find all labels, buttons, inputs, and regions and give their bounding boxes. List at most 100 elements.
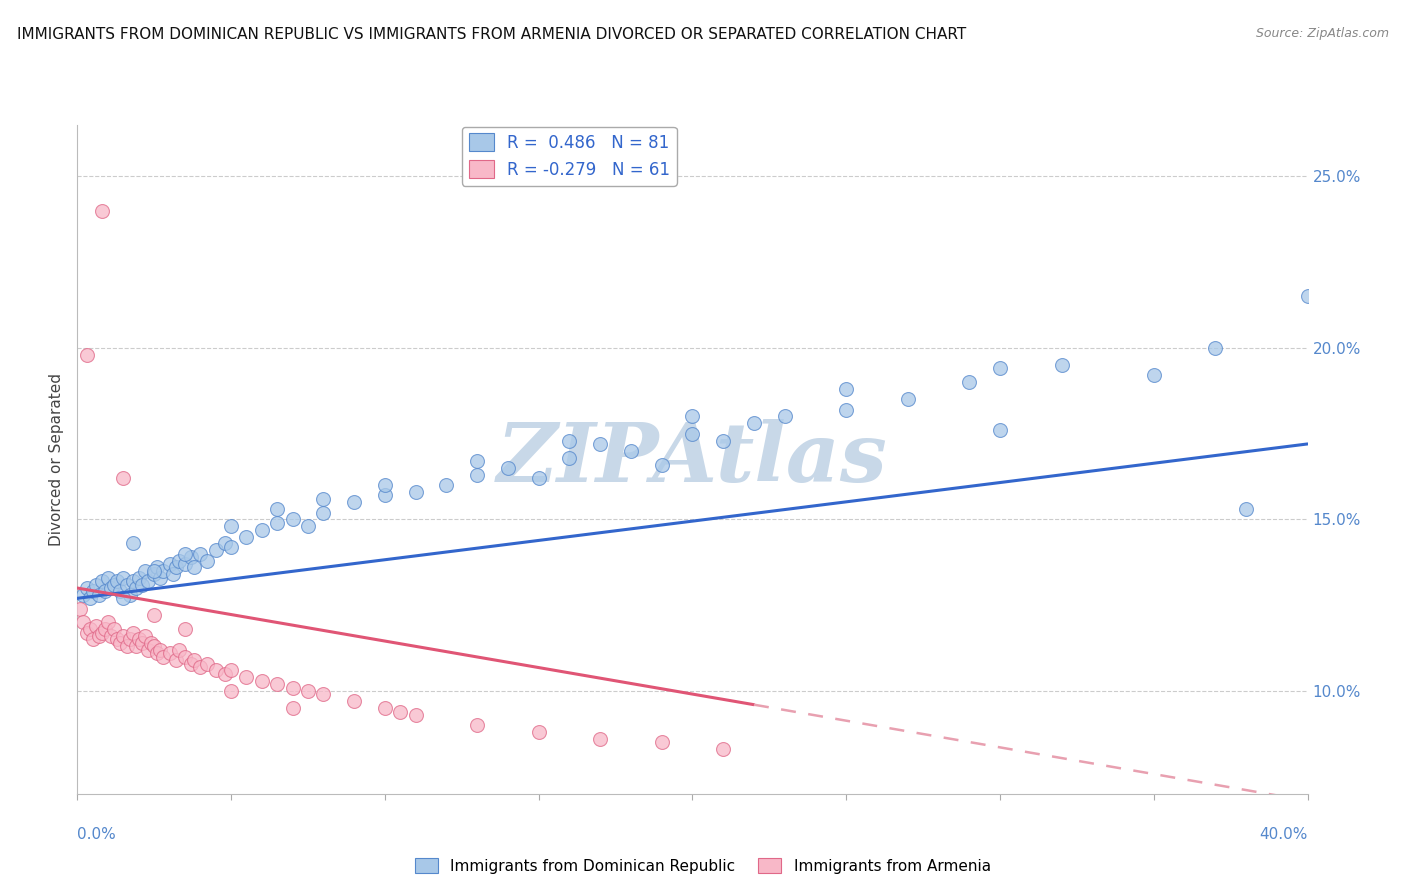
Point bbox=[110, 584, 132, 599]
Point bbox=[1234, 502, 1257, 516]
Point bbox=[76, 581, 98, 595]
Point bbox=[589, 731, 612, 746]
Point bbox=[188, 547, 212, 561]
Point bbox=[773, 409, 796, 424]
Point bbox=[105, 632, 128, 647]
Point bbox=[143, 567, 166, 582]
Point bbox=[465, 718, 488, 732]
Point bbox=[214, 536, 236, 550]
Point bbox=[558, 434, 581, 448]
Point bbox=[527, 471, 550, 485]
Point bbox=[115, 577, 138, 591]
Point bbox=[82, 584, 104, 599]
Point bbox=[374, 701, 396, 715]
Text: IMMIGRANTS FROM DOMINICAN REPUBLIC VS IMMIGRANTS FROM ARMENIA DIVORCED OR SEPARA: IMMIGRANTS FROM DOMINICAN REPUBLIC VS IM… bbox=[17, 27, 966, 42]
Point bbox=[1050, 358, 1073, 372]
Point bbox=[711, 742, 734, 756]
Point bbox=[82, 632, 104, 647]
Legend: R =  0.486   N = 81, R = -0.279   N = 61: R = 0.486 N = 81, R = -0.279 N = 61 bbox=[463, 127, 676, 186]
Point bbox=[1296, 289, 1319, 303]
Point bbox=[121, 625, 143, 640]
Point bbox=[250, 523, 273, 537]
Point bbox=[183, 560, 205, 574]
Point bbox=[94, 622, 117, 636]
Point bbox=[167, 642, 190, 657]
Point bbox=[235, 670, 257, 684]
Point bbox=[121, 536, 143, 550]
Point bbox=[149, 642, 172, 657]
Point bbox=[136, 574, 159, 589]
Point bbox=[100, 629, 122, 643]
Point bbox=[87, 629, 110, 643]
Point bbox=[297, 684, 319, 698]
Text: ZIPAtlas: ZIPAtlas bbox=[496, 419, 889, 500]
Point bbox=[297, 519, 319, 533]
Point bbox=[266, 516, 288, 530]
Point bbox=[589, 437, 612, 451]
Point bbox=[159, 646, 181, 660]
Point bbox=[219, 540, 242, 554]
Point bbox=[180, 657, 202, 671]
Point bbox=[651, 458, 673, 472]
Point bbox=[250, 673, 273, 688]
Point bbox=[281, 512, 304, 526]
Point bbox=[162, 567, 184, 582]
Point bbox=[682, 426, 704, 441]
Text: 0.0%: 0.0% bbox=[77, 827, 117, 841]
Point bbox=[742, 417, 765, 431]
Point bbox=[620, 443, 643, 458]
Point bbox=[79, 622, 101, 636]
Point bbox=[134, 629, 156, 643]
Point bbox=[143, 608, 166, 623]
Point bbox=[281, 701, 304, 715]
Point bbox=[204, 543, 226, 558]
Point bbox=[97, 571, 120, 585]
Point bbox=[183, 653, 205, 667]
Point bbox=[312, 687, 335, 701]
Point bbox=[134, 564, 156, 578]
Point bbox=[105, 574, 128, 589]
Point bbox=[835, 382, 858, 396]
Point bbox=[389, 705, 412, 719]
Point bbox=[405, 485, 427, 500]
Point bbox=[219, 684, 242, 698]
Point bbox=[204, 664, 226, 678]
Point bbox=[682, 409, 704, 424]
Point bbox=[167, 553, 190, 567]
Point bbox=[180, 550, 202, 565]
Point bbox=[76, 625, 98, 640]
Point bbox=[143, 640, 166, 654]
Point bbox=[79, 591, 101, 606]
Point bbox=[110, 636, 132, 650]
Point bbox=[115, 640, 138, 654]
Point bbox=[103, 577, 125, 591]
Point bbox=[711, 434, 734, 448]
Point bbox=[121, 574, 143, 589]
Point bbox=[343, 495, 366, 509]
Point bbox=[235, 530, 257, 544]
Point bbox=[343, 694, 366, 708]
Point bbox=[84, 577, 107, 591]
Point bbox=[152, 649, 174, 664]
Point bbox=[174, 557, 197, 571]
Point bbox=[112, 629, 135, 643]
Point bbox=[374, 488, 396, 502]
Point bbox=[131, 636, 153, 650]
Point bbox=[558, 450, 581, 465]
Point bbox=[87, 588, 110, 602]
Point bbox=[76, 348, 98, 362]
Point bbox=[141, 636, 163, 650]
Point bbox=[465, 467, 488, 482]
Point bbox=[405, 708, 427, 723]
Point bbox=[835, 402, 858, 417]
Point bbox=[112, 471, 135, 485]
Text: 40.0%: 40.0% bbox=[1260, 827, 1308, 841]
Point bbox=[125, 640, 148, 654]
Point bbox=[266, 502, 288, 516]
Point bbox=[90, 203, 114, 218]
Point bbox=[266, 677, 288, 691]
Point bbox=[174, 649, 197, 664]
Point bbox=[112, 591, 135, 606]
Point bbox=[436, 478, 458, 492]
Point bbox=[94, 584, 117, 599]
